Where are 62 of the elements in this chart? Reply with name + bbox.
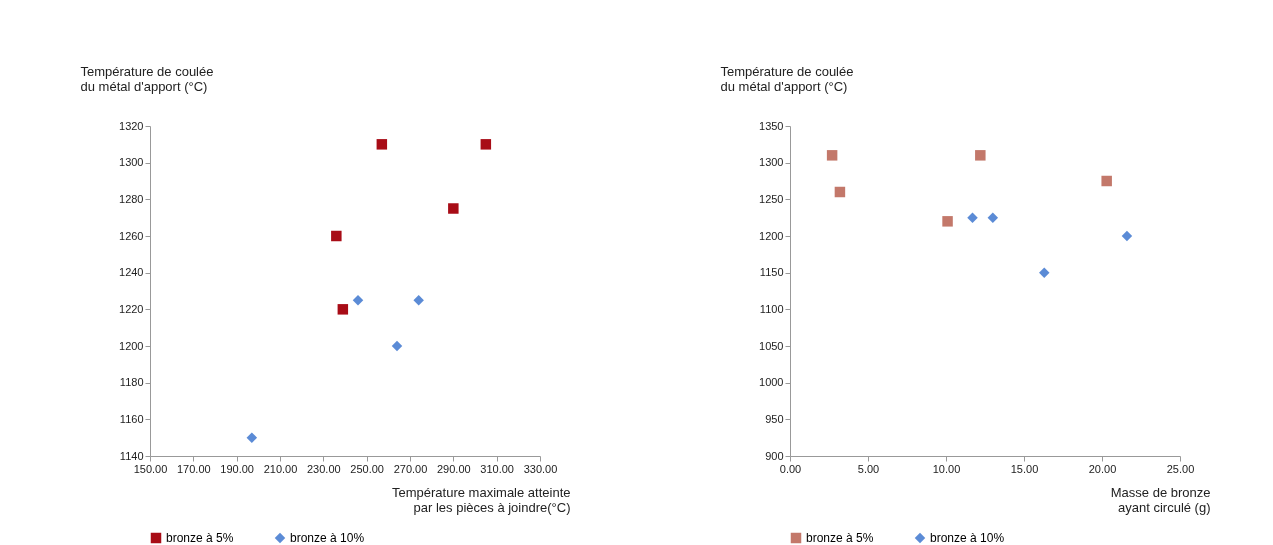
y-tick-label: 1350 [759, 119, 784, 132]
point [391, 340, 403, 352]
point [942, 216, 953, 227]
point [975, 150, 986, 161]
point [448, 203, 459, 214]
legend-label: bronze à 10% [290, 531, 365, 545]
y-tick-label: 1000 [759, 376, 784, 389]
point [834, 186, 846, 198]
x-axis-title: Masse de bronze ayant circulé (g) [1110, 484, 1211, 515]
point [1101, 175, 1112, 187]
point [331, 230, 342, 242]
point [1039, 267, 1050, 278]
point [352, 294, 364, 306]
y-tick-label: 950 [765, 412, 784, 425]
y-axis-title: Température de coulée du métal d'apport (°C) [80, 63, 214, 94]
x-tick-label: 5.00 [857, 462, 880, 475]
x-tick-label: 15.00 [1010, 462, 1039, 475]
y-tick-label: 1320 [119, 119, 144, 132]
x-tick-label: 310.00 [480, 462, 514, 475]
x-axis-title: Température maximale atteinte par les pièces à joindre(°C) [392, 484, 571, 515]
y-tick-label: 1200 [759, 229, 784, 242]
y-axis-title: Température de coulée du métal d'apport (°C) [720, 63, 854, 94]
y-tick-label: 1050 [759, 339, 784, 352]
point [480, 139, 492, 150]
point [967, 212, 978, 223]
y-tick-label: 1200 [119, 339, 144, 352]
point [413, 294, 424, 306]
y-tick-label: 1240 [119, 266, 144, 279]
y-tick-label: 1280 [119, 192, 144, 205]
x-tick-label: 210.00 [263, 462, 298, 475]
y-tick-label: 1100 [759, 302, 784, 315]
point [246, 432, 258, 443]
x-tick-label: 25.00 [1166, 462, 1195, 475]
legend-label: bronze à 5% [806, 531, 874, 545]
legend-label: bronze à 5% [166, 531, 234, 545]
point [1121, 230, 1133, 242]
x-tick-label: 10.00 [932, 462, 961, 475]
legend-label: bronze à 10% [930, 531, 1005, 545]
x-tick-label: 190.00 [220, 462, 254, 475]
y-tick-label: 900 [765, 449, 784, 462]
x-tick-label: 170.00 [177, 462, 211, 475]
x-tick-label: 150.00 [133, 462, 168, 475]
point [826, 150, 838, 161]
y-tick-label: 1150 [759, 266, 784, 279]
y-tick-label: 1140 [119, 449, 144, 462]
y-tick-label: 1300 [759, 156, 784, 169]
x-tick-label: 330.00 [523, 462, 558, 475]
y-tick-label: 1180 [119, 376, 144, 389]
point [337, 304, 349, 315]
y-tick-label: 1260 [119, 229, 144, 242]
point [987, 212, 999, 223]
x-tick-label: 20.00 [1088, 462, 1117, 475]
y-tick-label: 1250 [759, 192, 784, 205]
x-tick-label: 290.00 [437, 462, 471, 475]
y-tick-label: 1160 [119, 412, 144, 425]
y-tick-label: 1300 [119, 156, 144, 169]
point [376, 139, 388, 150]
x-tick-label: 250.00 [350, 462, 384, 475]
x-tick-label: 0.00 [779, 462, 802, 475]
x-tick-label: 230.00 [307, 462, 341, 475]
x-tick-label: 270.00 [393, 462, 428, 475]
y-tick-label: 1220 [119, 302, 144, 315]
